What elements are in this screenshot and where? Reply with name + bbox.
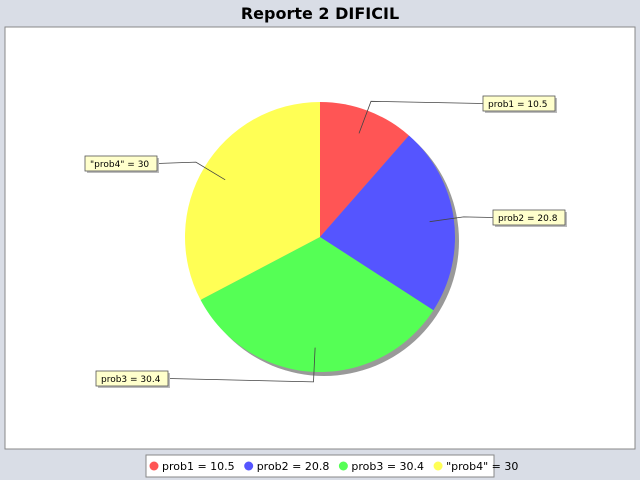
leader-line xyxy=(156,161,226,181)
slice-label: prob2 = 20.8 xyxy=(498,214,558,224)
slice-label: prob3 = 30.4 xyxy=(101,375,161,385)
legend-marker xyxy=(149,461,159,471)
legend-marker xyxy=(433,461,443,471)
leader-line xyxy=(358,100,484,134)
pie-slice-prob1[interactable] xyxy=(320,102,409,237)
legend-label: prob1 = 10.5 xyxy=(162,460,235,473)
legend-label: prob2 = 20.8 xyxy=(257,460,330,473)
pie-group xyxy=(184,102,459,376)
legend-label: "prob4" = 30 xyxy=(446,460,518,473)
legend-marker xyxy=(244,461,254,471)
slice-label-box xyxy=(482,95,556,112)
slice-label-box xyxy=(492,209,566,226)
pie-slice-prob4[interactable] xyxy=(184,102,320,300)
slice-labels: prob1 = 10.5 prob2 = 20.8 prob3 = 30.4 "pro… xyxy=(84,95,567,388)
pie-slice-prob3[interactable] xyxy=(200,237,434,373)
leader-line xyxy=(167,347,316,383)
slice-label: prob1 = 10.5 xyxy=(488,100,547,110)
legend-box xyxy=(145,454,495,478)
chart-title: Reporte 2 DIFICIL xyxy=(241,4,399,23)
leader-line xyxy=(429,216,494,223)
pie-slice-prob2[interactable] xyxy=(320,135,456,311)
legend-marker xyxy=(338,461,348,471)
slice-label: "prob4" = 30 xyxy=(90,160,149,170)
slice-label-box xyxy=(84,155,158,172)
legend-label: prob3 = 30.4 xyxy=(351,460,424,473)
slice-label-box xyxy=(95,370,169,387)
legend: prob1 = 10.5 prob2 = 20.8 prob3 = 30.4 "pro… xyxy=(145,454,518,478)
